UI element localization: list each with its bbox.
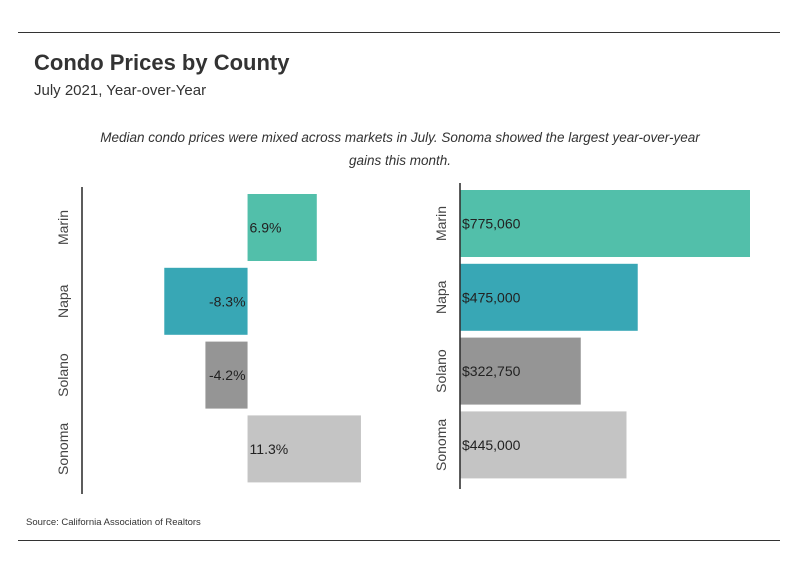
category-label-change-sonoma: Sonoma (55, 423, 71, 475)
category-label-change-napa: Napa (55, 284, 71, 318)
category-label-price-sonoma: Sonoma (433, 419, 449, 471)
bottom-rule (18, 540, 780, 541)
bar-price-napa (460, 263, 638, 331)
category-label-price-marin: Marin (433, 206, 449, 241)
chart-title: Condo Prices by County (34, 50, 290, 75)
data-label-change-napa: -8.3% (209, 293, 246, 309)
category-label-change-solano: Solano (55, 353, 71, 397)
chart-subtitle: July 2021, Year-over-Year (34, 82, 207, 99)
bar-change-solano (205, 341, 248, 409)
bar-price-solano (460, 337, 581, 405)
data-label-price-marin: $775,060 (462, 216, 521, 232)
data-label-price-solano: $322,750 (462, 363, 521, 379)
category-label-change-marin: Marin (55, 210, 71, 245)
bar-price-sonoma (460, 411, 627, 479)
bar-change-marin (247, 194, 317, 261)
data-label-change-solano: -4.2% (209, 367, 246, 383)
bar-change-sonoma (247, 415, 361, 483)
data-label-price-sonoma: $445,000 (462, 437, 521, 453)
top-rule (18, 32, 780, 33)
data-label-change-marin: 6.9% (250, 220, 282, 236)
data-label-price-napa: $475,000 (462, 289, 521, 305)
source-note: Source: California Association of Realto… (26, 517, 201, 528)
category-label-price-solano: Solano (433, 349, 449, 393)
chart-description: Median condo prices were mixed across ma… (100, 130, 700, 168)
category-label-price-napa: Napa (433, 280, 449, 314)
bar-change-napa (164, 267, 248, 335)
data-label-change-sonoma: 11.3% (250, 441, 289, 457)
bar-price-marin (460, 190, 750, 257)
